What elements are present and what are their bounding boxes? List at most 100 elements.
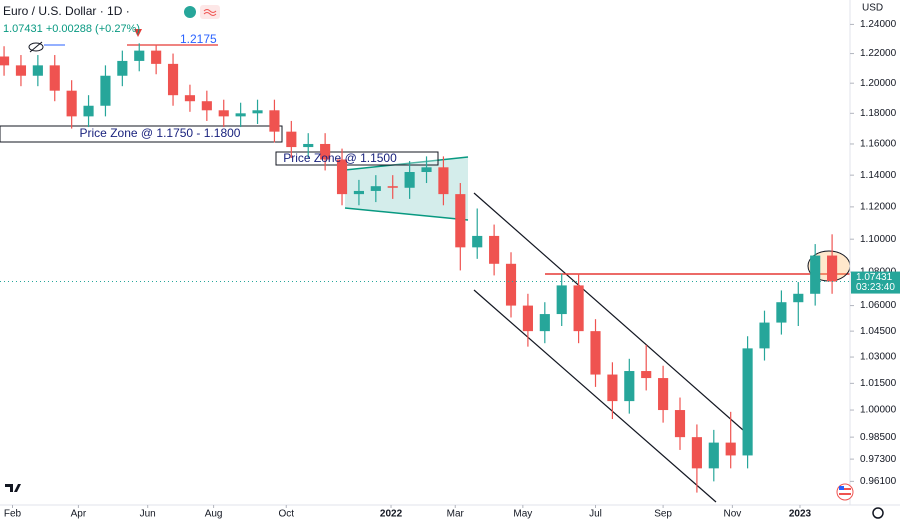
y-tick-label: 1.24000 xyxy=(860,19,897,30)
candle-body xyxy=(218,110,229,117)
price-change: 1.07431 +0.00288 (+0.27%) xyxy=(3,23,140,35)
candle-body xyxy=(776,302,787,323)
y-tick-label: 1.18000 xyxy=(860,108,897,119)
candle-body xyxy=(336,159,348,195)
flag-area xyxy=(345,157,468,220)
x-tick-label: Mar xyxy=(447,509,465,520)
candle-body xyxy=(827,255,838,282)
x-tick-label: Feb xyxy=(4,509,22,520)
y-tick-label: 1.04500 xyxy=(860,326,897,337)
candle-body xyxy=(455,194,466,248)
y-tick-label: 1.01500 xyxy=(860,378,897,389)
settings-icon[interactable] xyxy=(872,507,884,519)
logo[interactable] xyxy=(5,484,21,492)
candle-body xyxy=(725,442,736,456)
last-price-box xyxy=(851,271,900,294)
flag-icon[interactable] xyxy=(836,483,854,501)
price-zone-box xyxy=(275,151,439,166)
candle-body xyxy=(641,371,652,379)
candle-body xyxy=(201,101,212,111)
y-tick-label: 1.16000 xyxy=(860,139,897,150)
candle-body xyxy=(151,50,162,64)
candle-body xyxy=(269,110,280,132)
candle-body xyxy=(404,172,415,188)
candle-body xyxy=(489,235,500,264)
candle-body xyxy=(691,437,702,469)
x-tick-label: Oct xyxy=(278,509,294,520)
candle-body xyxy=(573,285,584,332)
candle-body xyxy=(320,143,331,160)
candle-body xyxy=(134,50,145,61)
candle-body xyxy=(658,378,669,411)
candle-body xyxy=(472,235,483,248)
x-tick-label: Jun xyxy=(140,509,156,520)
candle-body xyxy=(303,143,314,148)
candle-body xyxy=(235,113,246,117)
channel-line xyxy=(473,192,744,431)
indicator-icon xyxy=(203,9,217,16)
x-tick-label: 2023 xyxy=(789,509,812,520)
y-tick-label: 0.96100 xyxy=(860,476,897,487)
candle-body xyxy=(438,167,449,195)
level-label: 1.2175 xyxy=(180,32,217,46)
candle-body xyxy=(759,322,770,349)
flag-line xyxy=(344,207,469,221)
y-tick-label: 1.03000 xyxy=(860,352,897,363)
candle-body xyxy=(167,63,179,96)
candle-body xyxy=(793,293,804,303)
chart-title: Euro / U.S. Dollar · 1D · xyxy=(3,4,130,18)
arrow-icon xyxy=(134,29,142,37)
y-tick-label: 0.97300 xyxy=(860,454,897,465)
candle-body xyxy=(539,314,550,332)
x-tick-label: Aug xyxy=(205,509,223,520)
y-tick-label: 1.20000 xyxy=(860,78,897,89)
candle-body xyxy=(624,371,635,402)
candle-body xyxy=(49,65,60,91)
candle-body xyxy=(0,56,10,66)
candle-body xyxy=(387,186,398,188)
x-tick-label: 2022 xyxy=(380,509,403,520)
last-price-label: 1.07431 xyxy=(856,272,893,283)
candle-body xyxy=(32,65,43,76)
candle-body xyxy=(286,131,297,148)
candle-body xyxy=(505,263,517,306)
currency-label[interactable]: USD xyxy=(862,3,883,14)
candle-body xyxy=(421,167,432,173)
candle-body xyxy=(252,110,263,114)
status-badge[interactable] xyxy=(184,6,196,18)
x-tick-label: Sep xyxy=(654,509,672,520)
visibility-icon[interactable] xyxy=(28,41,65,53)
candle-body xyxy=(184,95,196,102)
x-tick-label: Apr xyxy=(71,509,87,520)
candle-body xyxy=(370,186,381,191)
y-tick-label: 1.12000 xyxy=(860,202,897,213)
x-tick-label: May xyxy=(513,509,532,520)
candle-body xyxy=(117,60,128,76)
y-tick-label: 0.98500 xyxy=(860,432,897,443)
y-tick-label: 1.10000 xyxy=(860,234,897,245)
candle-body xyxy=(742,348,753,456)
candle-body xyxy=(83,105,94,117)
candle-body xyxy=(674,410,686,438)
x-tick-label: Jul xyxy=(589,509,602,520)
y-tick-label: 1.06000 xyxy=(860,300,897,311)
candle-body xyxy=(556,285,567,315)
candle-body xyxy=(100,75,111,106)
zone-label: Price Zone @ 1.1500 xyxy=(283,151,397,165)
price-zone-box xyxy=(0,125,283,143)
countdown-label: 03:23:40 xyxy=(856,282,895,293)
candle-body xyxy=(353,190,364,195)
y-tick-label: 1.22000 xyxy=(860,48,897,59)
zone-label: Price Zone @ 1.1750 - 1.1800 xyxy=(80,126,241,140)
indicator-badge[interactable] xyxy=(200,5,220,19)
y-tick-label: 1.14000 xyxy=(860,170,897,181)
candle-body xyxy=(708,442,719,469)
channel-line xyxy=(473,289,717,503)
y-tick-label: 1.00000 xyxy=(860,405,897,416)
candle-body xyxy=(15,65,27,76)
candle-body xyxy=(590,331,601,375)
candle-body xyxy=(522,305,533,332)
